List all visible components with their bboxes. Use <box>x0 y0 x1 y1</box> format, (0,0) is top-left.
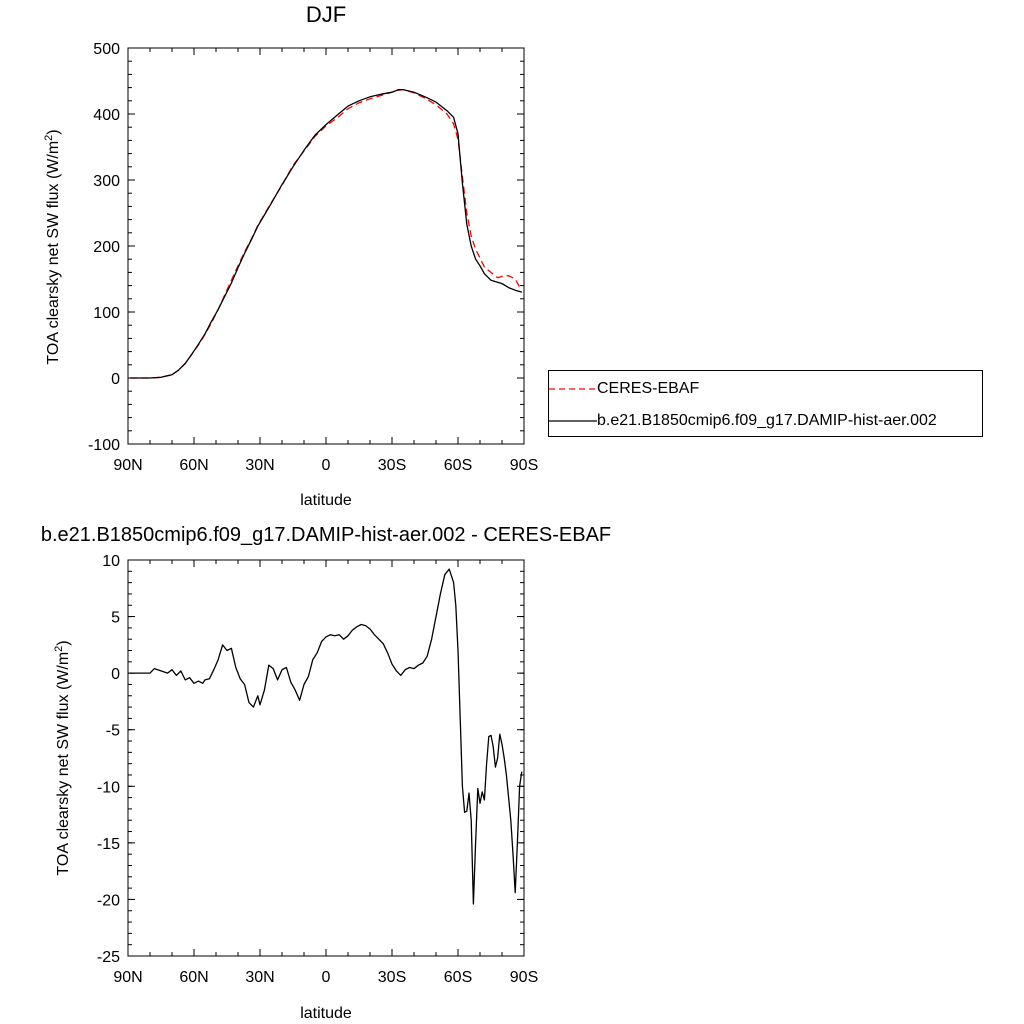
legend-swatch-model <box>549 420 597 422</box>
y-tick-label: 100 <box>93 305 120 322</box>
legend-item-ceres: CERES-EBAF <box>549 377 699 401</box>
x-tick-label: 30S <box>378 969 406 986</box>
top-panel: DJF 90N 60N 30N 0 30S 60S 90S -100 0 100 200 300 400… <box>43 2 538 509</box>
x-tick-label: 60S <box>444 457 472 474</box>
y-tick-label: -15 <box>97 836 120 853</box>
bottom-tick-labels: 90N 60N 30N 0 30S 60S 90S -25 -20 -15 -10 -5 0 5 10 <box>97 553 538 986</box>
y-tick-label: 300 <box>93 173 120 190</box>
bottom-series-group <box>130 568 523 905</box>
top-tick-labels: 90N 60N 30N 0 30S 60S 90S -100 0 100 200 300 400 500 <box>88 41 538 474</box>
y-tick-label: -10 <box>97 779 120 796</box>
bottom-axis-ticks <box>127 559 525 957</box>
y-tick-label: 5 <box>111 610 120 627</box>
y-tick-label: 10 <box>102 553 120 570</box>
x-tick-label: 0 <box>322 969 331 986</box>
x-tick-label: 90N <box>113 457 142 474</box>
legend-item-model: b.e21.B1850cmip6.f09_g17.DAMIP-hist-aer.… <box>549 409 937 433</box>
legend-label-model: b.e21.B1850cmip6.f09_g17.DAMIP-hist-aer.… <box>597 412 937 429</box>
y-tick-label: 0 <box>111 666 120 683</box>
bottom-series-line-0 <box>130 568 523 905</box>
x-tick-label: 30S <box>378 457 406 474</box>
y-tick-label: -20 <box>97 892 120 909</box>
y-tick-label: 200 <box>93 239 120 256</box>
x-tick-label: 30N <box>245 969 274 986</box>
bottom-y-axis-label: TOA clearsky net SW flux (W/m2) <box>53 640 72 875</box>
top-chart-title: DJF <box>306 2 346 27</box>
x-tick-label: 90N <box>113 969 142 986</box>
y-tick-label: -25 <box>97 949 120 966</box>
y-tick-label: 400 <box>93 107 120 124</box>
x-tick-label: 90S <box>510 969 538 986</box>
x-tick-label: 30N <box>245 457 274 474</box>
bottom-plot-frame <box>127 559 525 957</box>
top-series-line-0 <box>130 88 522 379</box>
bottom-panel: b.e21.B1850cmip6.f09_g17.DAMIP-hist-aer.… <box>41 524 611 1022</box>
top-series-group <box>130 88 522 379</box>
y-tick-label: -100 <box>88 437 120 454</box>
legend-swatch-ceres <box>549 388 597 390</box>
legend-label-ceres: CERES-EBAF <box>597 380 700 397</box>
top-plot-frame <box>127 47 525 445</box>
y-tick-label: 0 <box>111 371 120 388</box>
top-y-axis-label: TOA clearsky net SW flux (W/m2) <box>43 129 62 364</box>
top-axis-ticks <box>127 47 525 445</box>
x-tick-label: 60S <box>444 969 472 986</box>
y-tick-label: 500 <box>93 41 120 58</box>
x-tick-label: 60N <box>179 969 208 986</box>
top-series-line-1 <box>130 88 522 379</box>
x-tick-label: 90S <box>510 457 538 474</box>
x-tick-label: 60N <box>179 457 208 474</box>
top-x-axis-label: latitude <box>300 492 352 509</box>
legend: CERES-EBAF b.e21.B1850cmip6.f09_g17.DAMI… <box>548 370 983 437</box>
y-tick-label: -5 <box>106 723 120 740</box>
bottom-chart-title: b.e21.B1850cmip6.f09_g17.DAMIP-hist-aer.… <box>41 524 611 546</box>
bottom-x-axis-label: latitude <box>300 1005 352 1022</box>
x-tick-label: 0 <box>322 457 331 474</box>
